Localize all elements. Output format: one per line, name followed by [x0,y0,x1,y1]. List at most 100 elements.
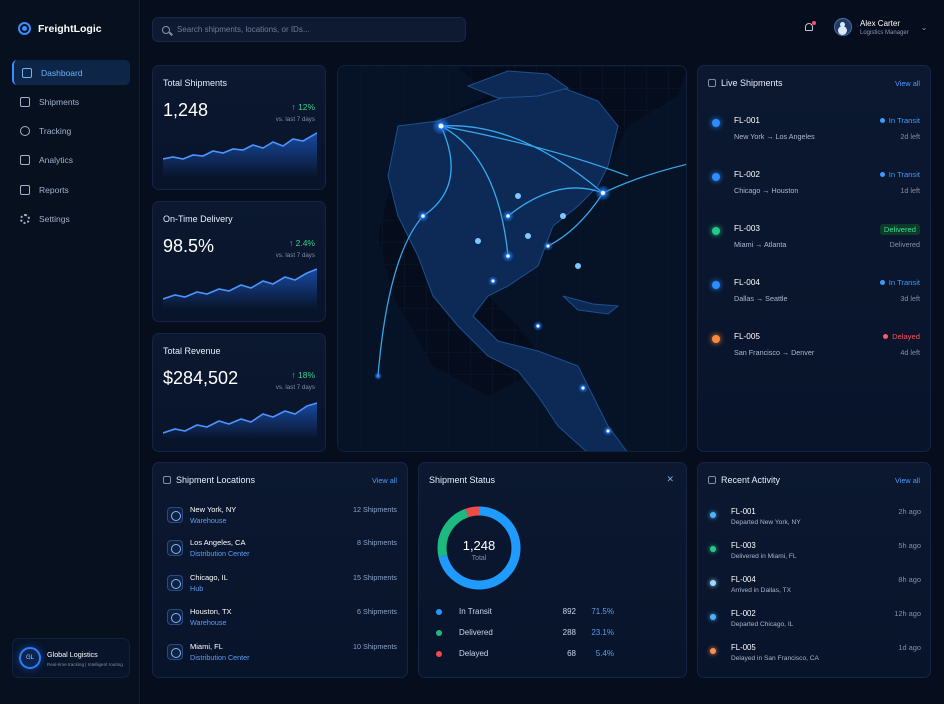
shipment-map[interactable] [337,65,687,452]
user-menu[interactable]: Alex Carter Logistics Manager ⌄ [834,18,927,36]
box-icon [20,96,30,107]
stat-value: 98.5% [163,236,215,256]
activity-dot [710,648,716,654]
shipment-route: San Francisco → Denver [734,348,815,357]
location-row[interactable]: Miami, FL Distribution Center 10 Shipments [167,640,397,670]
location-type: Hub [190,584,204,593]
sidebar-item-analytics[interactable]: Analytics [12,148,130,173]
status-dot-icon [879,172,885,177]
sidebar-item-label: Tracking [39,126,72,137]
notification-dot [812,21,816,25]
legend-percent: 71.5% [591,607,614,616]
activity-row[interactable]: FL-003 Delivered in Miami, FL 5h ago [698,541,932,575]
app-logo[interactable]: FreightLogic [18,22,102,35]
sidebar: FreightLogic Dashboard Shipments Trackin… [0,0,140,704]
card-title: Recent Activity [708,475,780,485]
legend-percent: 5.4% [595,649,614,658]
sidebar-item-tracking[interactable]: Tracking [12,119,130,144]
view-all-link[interactable]: View all [894,476,920,485]
activity-row[interactable]: FL-001 Departed New York, NY 2h ago [698,507,932,541]
activity-id: FL-002 [731,609,756,618]
live-shipments-card: Live Shipments View all FL-001 New York … [697,65,931,452]
location-icon [167,540,183,556]
activity-row[interactable]: FL-005 Delayed in San Francisco, CA 1d ago [698,643,932,677]
sidebar-item-label: Shipments [39,96,80,107]
activity-desc: Delayed in San Francisco, CA [731,655,819,662]
shipment-row[interactable]: FL-001 New York → Los Angeles In Transit… [698,107,932,161]
sidebar-item-shipments[interactable]: Shipments [12,89,130,114]
search-bar[interactable] [152,17,466,42]
shipment-row[interactable]: FL-003 Miami → Atlanta Delivered Deliver… [698,215,932,269]
activity-id: FL-003 [731,541,756,550]
activity-row[interactable]: FL-002 Departed Chicago, IL 12h ago [698,609,932,643]
location-name: New York, NY [190,505,237,514]
sidebar-nav: Dashboard Shipments Tracking Analytics R… [12,60,130,236]
activity-desc: Delivered in Miami, FL [731,553,797,560]
view-all-link[interactable]: View all [894,79,920,88]
legend-row-in-transit: In Transit 892 71.5% [436,607,614,621]
stat-value: 1,248 [163,100,209,120]
sparkline [163,402,317,439]
donut-segment-delayed [437,506,521,590]
legend-dot [436,609,442,615]
shipment-eta: 1d left [900,186,920,195]
shipment-route: Dallas → Seattle [734,294,788,303]
location-row[interactable]: Houston, TX Warehouse 6 Shipments [167,605,397,635]
location-row[interactable]: New York, NY Warehouse 12 Shipments [167,503,397,533]
shipment-eta: 2d left [900,132,920,141]
status-dot-icon [883,334,889,339]
activity-desc: Departed New York, NY [731,519,801,526]
shipment-eta: 4d left [900,348,920,357]
bell-icon[interactable] [804,21,816,33]
map-graphic[interactable] [338,66,687,452]
status-badge: Delivered [879,224,920,235]
legend-count: 68 [567,649,576,658]
clock-icon [708,476,716,484]
sidebar-item-reports[interactable]: Reports [12,177,130,202]
shipment-id: FL-005 [734,332,760,341]
location-count: 6 Shipments [357,607,397,616]
legend-dot [436,630,442,636]
status-badge: In Transit [879,278,920,287]
shipment-eta: Delivered [889,240,920,249]
shipment-route: New York → Los Angeles [734,132,815,141]
shipment-route: Miami → Atlanta [734,240,787,249]
org-card[interactable]: GL Global Logistics Real-time tracking |… [12,638,130,678]
bar-chart-icon [20,155,30,166]
location-type: Warehouse [190,618,227,627]
legend-dot [436,651,442,657]
activity-row[interactable]: FL-004 Arrived in Dallas, TX 8h ago [698,575,932,609]
sidebar-item-settings[interactable]: Settings [12,206,130,231]
bell-icon-body [805,23,813,31]
search-input[interactable] [177,25,457,34]
chevron-down-icon[interactable]: ⌄ [920,22,928,32]
stat-card-total-shipments: Total Shipments 1,248 ↑ 12% vs. last 7 d… [152,65,326,190]
shipment-id: FL-003 [734,224,760,233]
status-dot [712,227,720,235]
location-row[interactable]: Los Angeles, CA Distribution Center 8 Ship… [167,536,397,566]
legend-name: Delayed [459,649,489,658]
stat-period: vs. last 7 days [275,384,315,391]
location-row[interactable]: Chicago, IL Hub 15 Shipments [167,571,397,601]
shipment-row[interactable]: FL-002 Chicago → Houston In Transit 1d l… [698,161,932,215]
pin-icon [163,476,171,484]
shipment-row[interactable]: FL-005 San Francisco → Denver Delayed 4d… [698,323,932,377]
sidebar-item-dashboard[interactable]: Dashboard [12,60,130,85]
activity-id: FL-001 [731,507,756,516]
location-name: Chicago, IL [190,573,228,582]
stat-delta: ↑ 12% [291,102,315,112]
view-all-link[interactable]: View all [371,476,397,485]
sidebar-item-label: Dashboard [41,67,83,78]
activity-time: 8h ago [898,575,921,584]
close-icon[interactable]: ✕ [666,474,674,484]
status-dot [712,119,720,127]
stat-period: vs. last 7 days [275,116,315,123]
location-icon [167,609,183,625]
shipment-id: FL-004 [734,278,760,287]
location-icon [167,575,183,591]
donut-total: 1,248 [462,538,496,553]
location-count: 15 Shipments [353,573,397,582]
search-icon [162,25,170,34]
status-dot [712,281,720,289]
shipment-row[interactable]: FL-004 Dallas → Seattle In Transit 3d le… [698,269,932,323]
